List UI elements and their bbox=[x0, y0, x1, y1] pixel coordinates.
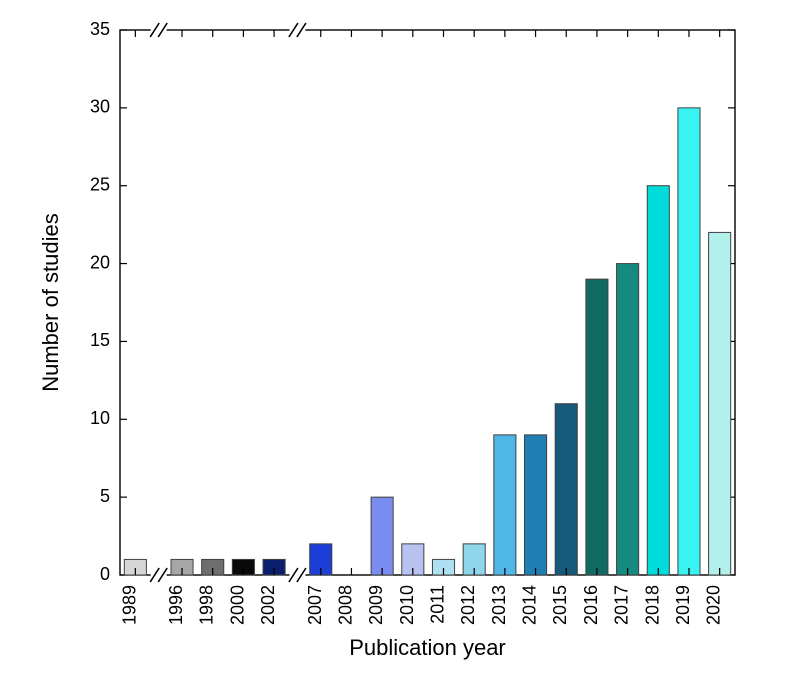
ytick-label: 35 bbox=[90, 19, 110, 39]
ytick-label: 30 bbox=[90, 97, 110, 117]
xtick-label: 1996 bbox=[166, 585, 186, 625]
bar bbox=[371, 497, 393, 575]
bar bbox=[525, 435, 547, 575]
ytick-label: 15 bbox=[90, 330, 110, 350]
ytick-label: 25 bbox=[90, 174, 110, 194]
bar bbox=[555, 404, 577, 575]
studies-by-year-chart: 0 5 10 15 20 25 30 35 1989 1996 1998 2000 2002 2007 20… bbox=[0, 0, 787, 698]
ytick-label: 10 bbox=[90, 408, 110, 428]
xtick-label: 2012 bbox=[458, 585, 478, 625]
y-axis-label: Number of studies bbox=[38, 213, 63, 392]
bar bbox=[709, 232, 731, 575]
xtick-label: 2008 bbox=[335, 585, 355, 625]
bar bbox=[647, 186, 669, 575]
xtick-label: 2015 bbox=[550, 585, 570, 625]
x-axis-label: Publication year bbox=[349, 635, 506, 660]
ytick-label: 20 bbox=[90, 252, 110, 272]
xtick-label: 2019 bbox=[673, 585, 693, 625]
xtick-label: 2017 bbox=[612, 585, 632, 625]
xtick-label: 2010 bbox=[397, 585, 417, 625]
xtick-label: 2000 bbox=[227, 585, 247, 625]
xtick-label: 2002 bbox=[258, 585, 278, 625]
bar bbox=[494, 435, 516, 575]
chart-svg: 0 5 10 15 20 25 30 35 1989 1996 1998 2000 2002 2007 20… bbox=[0, 0, 787, 698]
xtick-label: 2018 bbox=[642, 585, 662, 625]
xtick-label: 2020 bbox=[704, 585, 724, 625]
ytick-label: 5 bbox=[100, 486, 110, 506]
bar bbox=[586, 279, 608, 575]
bar bbox=[678, 108, 700, 575]
xtick-label: 2016 bbox=[581, 585, 601, 625]
bar bbox=[617, 264, 639, 575]
xtick-label: 1989 bbox=[119, 585, 139, 625]
xtick-label: 1998 bbox=[197, 585, 217, 625]
xtick-label: 2013 bbox=[489, 585, 509, 625]
xtick-label: 2014 bbox=[520, 585, 540, 625]
xtick-label: 2011 bbox=[428, 585, 448, 624]
xtick-label: 2009 bbox=[366, 585, 386, 625]
ytick-label: 0 bbox=[100, 564, 110, 584]
xtick-label: 2007 bbox=[305, 585, 325, 625]
